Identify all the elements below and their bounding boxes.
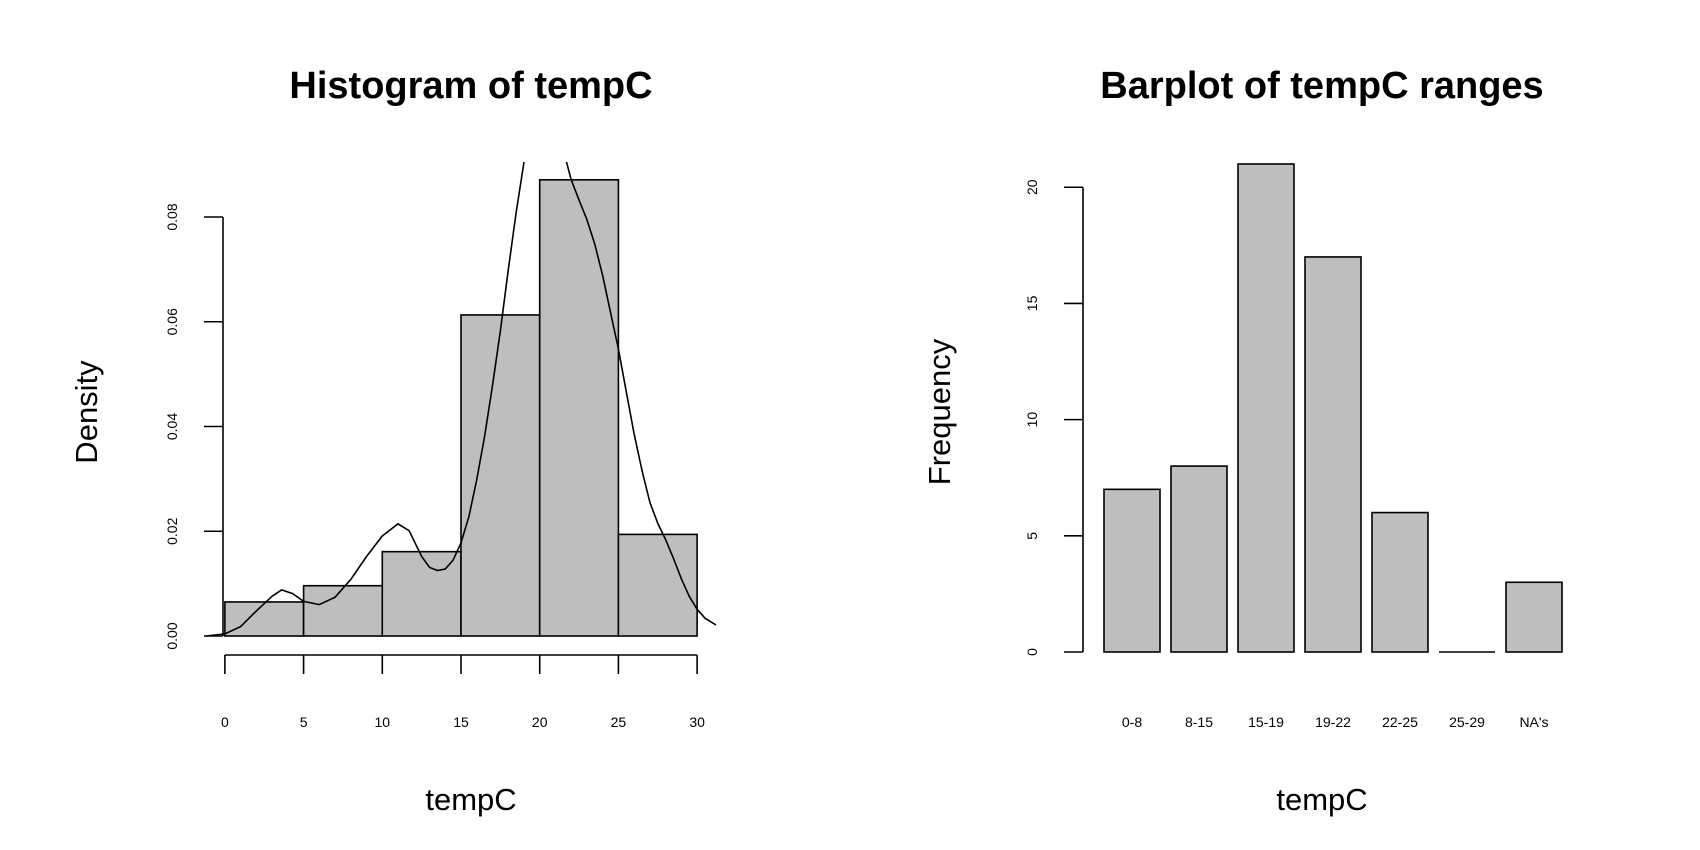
barplot-y-tick-label: 20 bbox=[1024, 179, 1040, 195]
histogram-bar-5 bbox=[617, 533, 698, 637]
histogram-bar-1 bbox=[302, 584, 384, 637]
histogram-bars bbox=[224, 179, 698, 637]
barplot-y-tick-label: 5 bbox=[1024, 532, 1040, 540]
histogram-y-axis: 0.00 0.02 0.04 0.06 0.08 bbox=[164, 203, 224, 650]
histogram-x-tick-label: 15 bbox=[453, 714, 469, 730]
barplot-bar-4 bbox=[1371, 511, 1429, 653]
histogram-x-tick-label: 5 bbox=[300, 714, 308, 730]
barplot-x-axis-title: tempC bbox=[1276, 782, 1367, 817]
histogram-bar-3 bbox=[460, 314, 541, 637]
histogram-x-tick-label: 0 bbox=[221, 714, 229, 730]
histogram-y-tick-label: 0.00 bbox=[164, 622, 180, 649]
histogram-y-tick-label: 0.08 bbox=[164, 203, 180, 230]
barplot-y-axis: 0 5 10 15 20 bbox=[1024, 179, 1084, 656]
barplot-bar-0 bbox=[1103, 488, 1161, 653]
histogram-x-tick-label: 25 bbox=[611, 714, 627, 730]
barplot-category-label: 15-19 bbox=[1248, 714, 1284, 730]
barplot-title: Barplot of tempC ranges bbox=[1100, 65, 1543, 107]
barplot-bar-3 bbox=[1304, 256, 1362, 653]
histogram-x-tick-label: 30 bbox=[689, 714, 705, 730]
histogram-density-line-right bbox=[565, 161, 717, 626]
barplot-y-tick-label: 0 bbox=[1024, 648, 1040, 656]
histogram-bar-0 bbox=[224, 601, 305, 637]
barplot-bar-1 bbox=[1170, 465, 1228, 653]
barplot-panel: Barplot of tempC ranges tempC Frequency … bbox=[922, 65, 1563, 817]
histogram-title: Histogram of tempC bbox=[289, 65, 652, 107]
barplot-category-label: NA's bbox=[1519, 714, 1548, 730]
histogram-y-axis-title: Density bbox=[69, 360, 104, 464]
histogram-x-tick-label: 20 bbox=[532, 714, 548, 730]
barplot-bars bbox=[1103, 163, 1563, 653]
histogram-x-axis-title: tempC bbox=[425, 782, 516, 817]
histogram-y-tick-label: 0.06 bbox=[164, 308, 180, 335]
barplot-category-labels: 0-8 8-15 15-19 19-22 22-25 25-29 NA's bbox=[1122, 714, 1549, 730]
histogram-panel: Histogram of tempC tempC Density 0 5 10 15 2… bbox=[69, 65, 717, 817]
histogram-bar-4 bbox=[538, 179, 620, 637]
histogram-density-line bbox=[205, 161, 525, 637]
barplot-category-label: 22-25 bbox=[1382, 714, 1418, 730]
barplot-bar-2 bbox=[1237, 163, 1295, 653]
barplot-y-axis-title: Frequency bbox=[922, 338, 957, 485]
barplot-category-label: 25-29 bbox=[1449, 714, 1485, 730]
histogram-x-axis: 0 5 10 15 20 25 30 bbox=[221, 654, 705, 730]
barplot-y-tick-label: 10 bbox=[1024, 412, 1040, 428]
histogram-y-tick-label: 0.04 bbox=[164, 413, 180, 440]
barplot-category-label: 19-22 bbox=[1315, 714, 1351, 730]
barplot-bar-6 bbox=[1505, 581, 1563, 653]
barplot-category-label: 0-8 bbox=[1122, 714, 1142, 730]
histogram-x-tick-label: 10 bbox=[375, 714, 391, 730]
barplot-category-label: 8-15 bbox=[1185, 714, 1213, 730]
barplot-y-tick-label: 15 bbox=[1024, 295, 1040, 311]
histogram-y-tick-label: 0.02 bbox=[164, 517, 180, 544]
